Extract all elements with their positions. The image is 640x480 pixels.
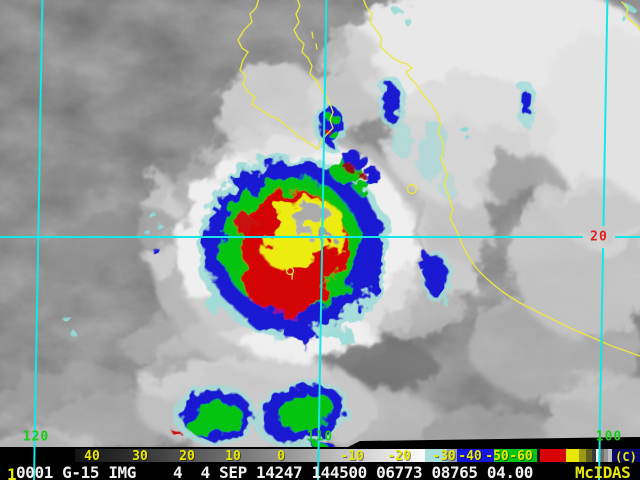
colorbar-seg-gray: [447, 449, 457, 462]
colorbar-seg-palecyan: [425, 449, 447, 462]
ir-enhancement-colorbar: [0, 449, 640, 462]
colorbar-unit-celsius: (C): [615, 450, 637, 464]
colorbar-seg-blue: [457, 449, 494, 462]
longitude-label-120: 120: [22, 429, 50, 445]
colorbar-tick-m60: -60: [509, 449, 533, 464]
coastlines: [237, 0, 640, 357]
colorbar-tick-m30: -30: [432, 449, 456, 464]
colorbar-tick-m40: -40: [458, 449, 482, 464]
colorbar-tick-20: 20: [179, 449, 195, 464]
colorbar-tick-0: 0: [277, 449, 285, 464]
latitude-label-20: 20: [590, 229, 608, 245]
colorbar-seg-yellow: [566, 449, 579, 462]
colorbar-seg-white: [596, 449, 600, 462]
coastline-baja-east: [293, 0, 334, 150]
longitude-label-100: 100: [595, 429, 623, 445]
colorbar-seg-gray3: [608, 449, 612, 462]
colorbar-seg-gray2: [604, 449, 608, 462]
colorbar-seg-dark-divider: [537, 449, 540, 462]
island-socorro: [285, 266, 295, 276]
gridline-lat-20-left: [0, 236, 583, 238]
colorbar-seg-darkgray: [592, 449, 596, 462]
status-bar: 1 0001 G-15 IMG 4 4 SEP 14247 144500 067…: [0, 462, 640, 480]
longitude-label-110: 110: [306, 429, 334, 445]
colorbar-seg-darkolive: [586, 449, 592, 462]
colorbar-gray-ramp: [75, 449, 425, 462]
colorbar-tick-m10: -10: [340, 449, 364, 464]
island-socorro-tail: [291, 273, 294, 280]
coastline-northeast-corner: [621, 1, 640, 31]
frame-number: 1: [7, 465, 17, 480]
colorbar-seg-gray1: [600, 449, 604, 462]
colorbar-seg-navy: [612, 449, 640, 462]
colorbar-tick-m50: -50: [485, 449, 509, 464]
island-marias: [406, 183, 418, 195]
coastline-mainland: [363, 0, 640, 357]
image-info-text: 0001 G-15 IMG 4 4 SEP 14247 144500 06773…: [16, 463, 534, 480]
colorbar-tick-m20: -20: [387, 449, 411, 464]
colorbar-seg-olive: [579, 449, 586, 462]
colorbar-tick-10: 10: [225, 449, 241, 464]
gridline-lat-20-right: [615, 236, 640, 238]
colorbar-tick-40: 40: [84, 449, 100, 464]
coastline-baja-west: [237, 0, 319, 150]
colorbar-seg-green: [494, 449, 537, 462]
gulf-islands: [311, 31, 318, 50]
colorbar-tick-30: 30: [132, 449, 148, 464]
mcidas-brand-label: McIDAS: [575, 463, 631, 480]
colorbar-seg-red: [540, 449, 566, 462]
